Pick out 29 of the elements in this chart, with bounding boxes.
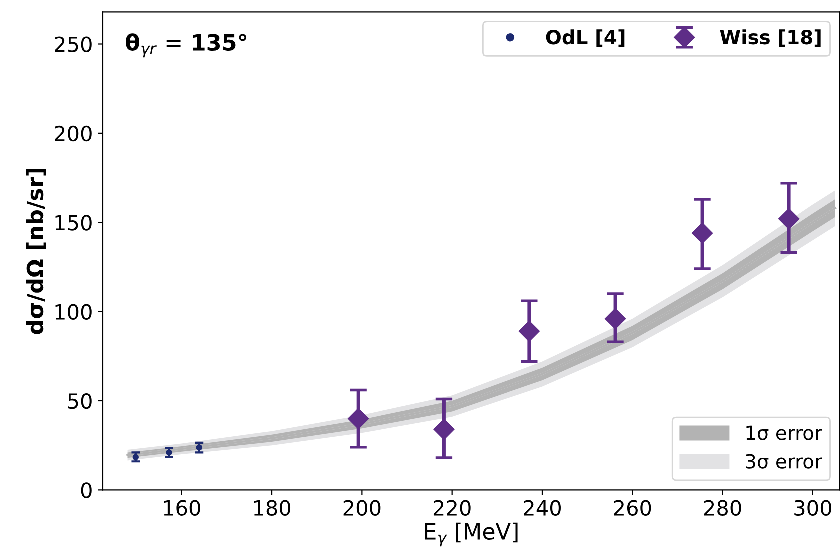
legend-label: 1σ error: [746, 426, 822, 440]
point: [605, 308, 626, 330]
y-tick-label: 100: [56, 304, 92, 320]
x-tick-label: 200: [344, 500, 381, 516]
legend-label: OdL [4]: [546, 30, 625, 47]
point: [132, 454, 140, 460]
x-axis-title: E$_{γ}$ [MeV]: [425, 522, 518, 547]
point: [348, 408, 370, 430]
y-tick-label: 0: [81, 482, 92, 498]
legend-label: 3σ error: [746, 454, 822, 469]
x-tick-label: 160: [164, 500, 200, 516]
point: [196, 444, 203, 451]
point: [778, 208, 800, 230]
y-tick-label: 200: [55, 126, 92, 142]
x-tick-label: 300: [794, 500, 832, 516]
point: [518, 320, 540, 342]
y-tick-label: 50: [68, 393, 92, 410]
annotation: θ$_{γr}$ = 135°: [126, 34, 246, 58]
x-tick-label: 280: [704, 500, 742, 516]
x-tick-label: 180: [254, 500, 291, 516]
legend-label: Wiss [18]: [720, 30, 821, 47]
y-axis-title: dσ/dΩ [nb/sr]: [26, 168, 46, 334]
point: [692, 222, 714, 244]
y-tick-label: 250: [55, 36, 92, 52]
y-tick-label: 150: [56, 215, 92, 231]
point: [434, 419, 455, 440]
x-tick-label: 240: [524, 500, 561, 516]
x-tick-label: 260: [614, 500, 652, 516]
x-tick-label: 220: [434, 500, 471, 516]
